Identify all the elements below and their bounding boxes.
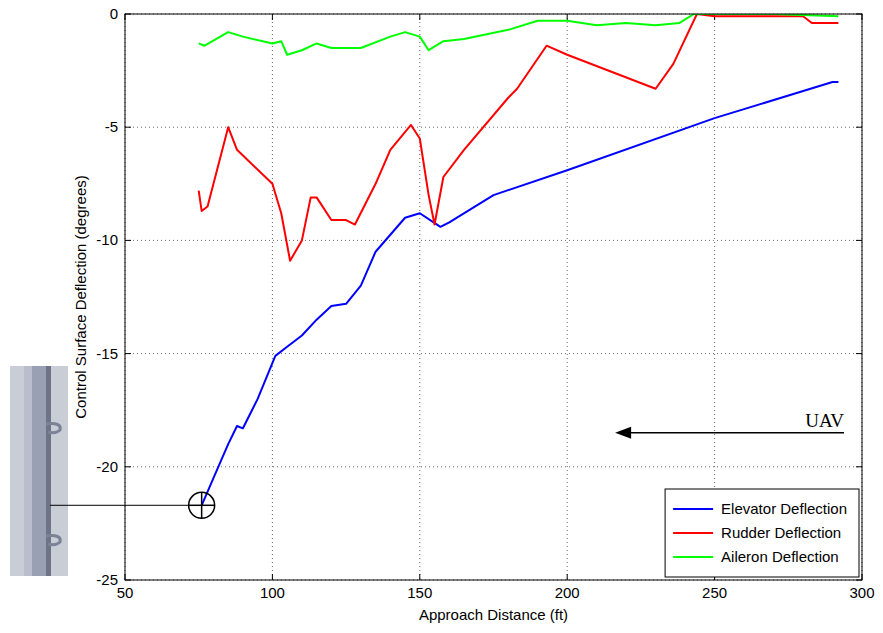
tick — [125, 240, 131, 241]
x-axis-title: Approach Distance (ft) — [419, 606, 568, 623]
grid-line — [125, 127, 862, 128]
x-tick-label: 300 — [849, 584, 874, 601]
legend-label: Elevator Deflection — [721, 500, 847, 517]
legend-swatch — [673, 532, 713, 534]
tick — [125, 127, 131, 128]
y-tick-label: -25 — [96, 571, 118, 588]
legend-box — [665, 489, 859, 577]
tick — [419, 574, 420, 580]
legend-swatch — [673, 556, 713, 558]
frame — [125, 14, 862, 580]
x-tick-label: 50 — [117, 584, 134, 601]
pole-highlight — [24, 366, 32, 576]
series-group — [199, 14, 839, 505]
tick — [125, 466, 131, 467]
annotation: UAV — [805, 410, 844, 431]
x-tick-label: 200 — [555, 584, 580, 601]
pole-background — [10, 366, 68, 576]
pole-hook — [46, 536, 60, 545]
y-tick-label: 0 — [110, 5, 118, 22]
y-tick-label: -10 — [96, 231, 118, 248]
annotation-arrow — [625, 432, 844, 434]
crosshair — [201, 492, 203, 518]
tick — [567, 574, 568, 580]
annotation-arrowhead — [615, 427, 631, 439]
y-tick-label: -15 — [96, 345, 118, 362]
x-tick-label: 250 — [702, 584, 727, 601]
series-line — [199, 14, 839, 55]
pole-body — [24, 366, 48, 576]
grid-line — [125, 353, 862, 354]
plot-area — [125, 14, 862, 580]
leader-line — [50, 505, 189, 506]
tick — [856, 240, 862, 241]
series-line — [199, 14, 839, 261]
grid-line — [272, 14, 273, 580]
y-tick-label: -5 — [105, 118, 118, 135]
series-line — [202, 82, 839, 505]
x-tick-label: 150 — [407, 584, 432, 601]
pole-image — [10, 366, 68, 576]
grid-line — [125, 240, 862, 241]
y-tick-label: -20 — [96, 458, 118, 475]
tick — [856, 353, 862, 354]
y-axis-title: Control Surface Deflection (degrees) — [72, 175, 89, 418]
tick — [125, 353, 131, 354]
grid-line — [125, 466, 862, 467]
legend-label: Aileron Deflection — [721, 548, 839, 565]
legend-swatch — [673, 508, 713, 510]
pole-hook — [46, 424, 60, 433]
tick — [272, 14, 273, 20]
tick — [567, 14, 568, 20]
grid-line — [419, 14, 420, 580]
legend: Elevator Deflection Rudder Deflection Aile… — [665, 489, 859, 577]
chart: 50 100 150 200 250 300 -25 -20 -15 -10 -5 0 Approach… — [0, 0, 883, 633]
tick — [856, 127, 862, 128]
legend-label: Rudder Deflection — [721, 524, 841, 541]
tick — [272, 574, 273, 580]
grid-line — [567, 14, 568, 580]
crosshair — [189, 492, 215, 518]
tick — [419, 14, 420, 20]
x-tick-label: 100 — [260, 584, 285, 601]
tick — [856, 466, 862, 467]
